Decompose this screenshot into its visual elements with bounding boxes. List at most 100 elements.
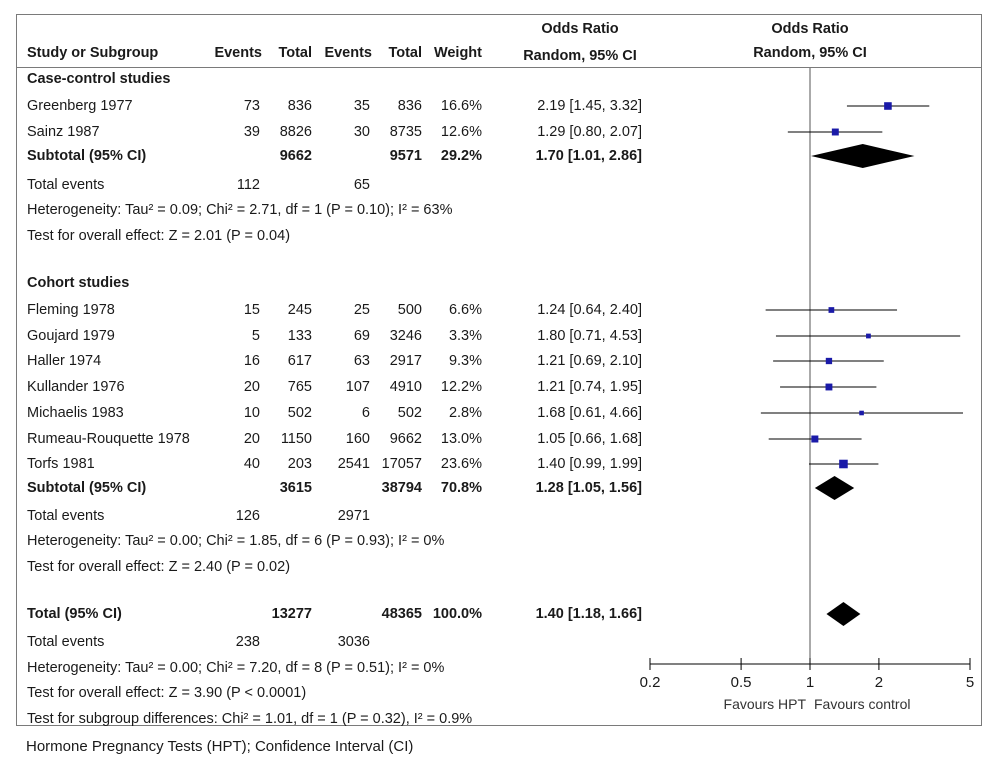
cell-ci-text: 1.40 [0.99, 1.99]	[537, 456, 642, 472]
header-events-2: Events	[324, 45, 372, 61]
cell-t2: 8735	[389, 124, 422, 140]
header-or-group: Odds Ratio	[541, 21, 619, 37]
cell-t1: 245	[287, 302, 312, 318]
cell-ci-text: 1.24 [0.64, 2.40]	[537, 302, 642, 318]
summary-text: Test for overall effect: Z = 2.01 (P = 0…	[27, 228, 291, 244]
cell-weight: 29.2%	[440, 148, 482, 164]
cell-e1: 15	[243, 302, 260, 318]
summary-text: Test for overall effect: Z = 3.90 (P < 0…	[27, 685, 307, 701]
group-heading: Case-control studies	[27, 71, 171, 87]
cell-ci-text: 1.21 [0.69, 2.10]	[537, 353, 642, 369]
subtotal-label: Subtotal (95% CI)	[27, 148, 147, 164]
cell-e1: 10	[243, 405, 260, 421]
cell-weight: 12.2%	[440, 379, 482, 395]
cell-t1: 836	[287, 98, 312, 114]
cell-ci-text: 1.21 [0.74, 1.95]	[537, 379, 642, 395]
header-plot-method: Random, 95% CI	[753, 45, 867, 61]
cell-t1: 502	[287, 405, 312, 421]
cell-e2: 25	[353, 302, 370, 318]
cell-ci-text: 1.40 [1.18, 1.66]	[535, 606, 642, 622]
summary-text: Heterogeneity: Tau² = 0.09; Chi² = 2.71,…	[27, 202, 453, 218]
cell-t2: 502	[397, 405, 422, 421]
caption: Hormone Pregnancy Tests (HPT); Confidenc…	[26, 738, 414, 755]
cell-e2: 2541	[337, 456, 370, 472]
summary-text: Test for overall effect: Z = 2.40 (P = 0…	[27, 559, 291, 575]
cell-weight: 16.6%	[440, 98, 482, 114]
cell-weight: 12.6%	[440, 124, 482, 140]
cell-e2: 30	[353, 124, 370, 140]
cell-t2: 3246	[389, 328, 422, 344]
cell-t1: 9662	[279, 148, 312, 164]
cell-ci-text: 1.28 [1.05, 1.56]	[535, 480, 642, 496]
study-name: Sainz 1987	[27, 124, 100, 140]
cell-t2: 2917	[389, 353, 422, 369]
header-total-2: Total	[388, 45, 422, 61]
summary-text: Heterogeneity: Tau² = 0.00; Chi² = 1.85,…	[27, 533, 445, 549]
cell-e1: 20	[243, 431, 260, 447]
cell-ci-text: 1.80 [0.71, 4.53]	[537, 328, 642, 344]
study-name: Goujard 1979	[27, 328, 115, 344]
cell-e2: 160	[345, 431, 370, 447]
cell-t2: 9571	[389, 148, 422, 164]
header-rule	[16, 67, 982, 68]
cell-e1: 20	[243, 379, 260, 395]
study-name: Greenberg 1977	[27, 98, 133, 114]
cell-t1: 1150	[280, 431, 312, 447]
cell-e2: 6	[361, 405, 370, 421]
cell-ci-text: 2.19 [1.45, 3.32]	[537, 98, 642, 114]
header-method: Random, 95% CI	[523, 48, 637, 64]
cell-weight: 100.0%	[432, 606, 482, 622]
cell-e1: 5	[251, 328, 260, 344]
study-name: Michaelis 1983	[27, 405, 124, 421]
cell-t1: 133	[287, 328, 312, 344]
cell-e2: 69	[353, 328, 370, 344]
cell-e1: 73	[243, 98, 260, 114]
cell-t1: 3615	[279, 480, 312, 496]
cell-t1: 8826	[279, 124, 312, 140]
header-weight: Weight	[433, 45, 482, 61]
cell-e2: 63	[353, 353, 370, 369]
summary-text: Heterogeneity: Tau² = 0.00; Chi² = 7.20,…	[27, 660, 445, 676]
summary-text: Test for subgroup differences: Chi² = 1.…	[27, 711, 473, 727]
study-name: Fleming 1978	[27, 302, 115, 318]
study-name: Torfs 1981	[27, 456, 95, 472]
cell-e1: 238	[235, 634, 260, 650]
cell-t2: 836	[397, 98, 422, 114]
cell-t2: 38794	[381, 480, 422, 496]
cell-ci-text: 1.68 [0.61, 4.66]	[537, 405, 642, 421]
cell-e2: 2971	[337, 508, 370, 524]
forest-plot-frame	[16, 14, 982, 726]
cell-t1: 203	[287, 456, 312, 472]
subtotal-label: Subtotal (95% CI)	[27, 480, 147, 496]
cell-e1: 16	[243, 353, 260, 369]
cell-t2: 9662	[389, 431, 422, 447]
cell-weight: 23.6%	[440, 456, 482, 472]
cell-weight: 3.3%	[448, 328, 482, 344]
cell-e2: 65	[353, 177, 370, 193]
cell-ci-text: 1.29 [0.80, 2.07]	[537, 124, 642, 140]
cell-t2: 500	[397, 302, 422, 318]
cell-e1: 112	[236, 177, 260, 193]
cell-t1: 13277	[271, 606, 312, 622]
cell-t2: 17057	[381, 456, 422, 472]
cell-e1: 40	[243, 456, 260, 472]
cell-weight: 2.8%	[448, 405, 482, 421]
cell-weight: 70.8%	[440, 480, 482, 496]
cell-weight: 13.0%	[440, 431, 482, 447]
cell-t1: 617	[287, 353, 312, 369]
subtotal-label: Total (95% CI)	[27, 606, 122, 622]
cell-ci-text: 1.05 [0.66, 1.68]	[537, 431, 642, 447]
header-plot-title: Odds Ratio	[771, 21, 849, 37]
summary-text: Total events	[27, 508, 105, 524]
cell-e1: 39	[243, 124, 260, 140]
summary-text: Total events	[27, 634, 105, 650]
header-study: Study or Subgroup	[27, 45, 159, 61]
cell-t1: 765	[287, 379, 312, 395]
cell-e2: 107	[345, 379, 370, 395]
cell-e2: 35	[353, 98, 370, 114]
cell-weight: 6.6%	[448, 302, 482, 318]
header-total-1: Total	[278, 45, 312, 61]
cell-t2: 4910	[389, 379, 422, 395]
cell-e2: 3036	[337, 634, 370, 650]
cell-weight: 9.3%	[448, 353, 482, 369]
